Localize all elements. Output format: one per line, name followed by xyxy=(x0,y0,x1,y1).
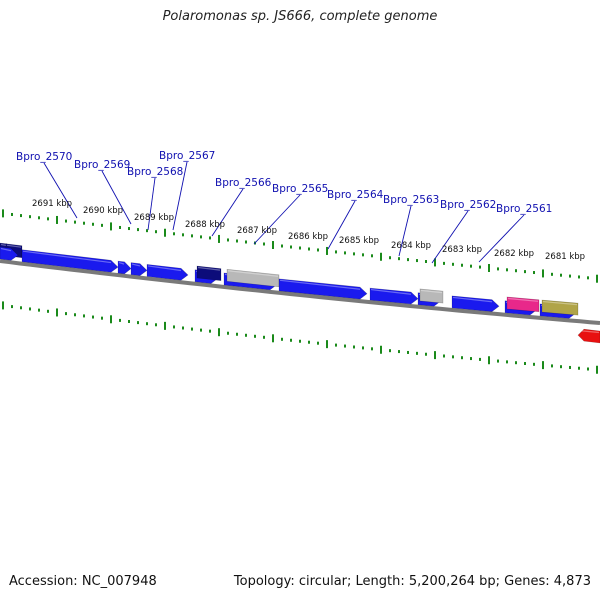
footer-accession: Accession: NC_007948 xyxy=(9,574,157,589)
gene-feature xyxy=(130,262,148,276)
gene-label: Bpro_2567 xyxy=(159,150,215,162)
gene-label: Bpro_2566 xyxy=(215,177,272,189)
label-connector xyxy=(172,161,188,231)
gene-feature xyxy=(451,295,500,312)
kbp-label: 2687 kbp xyxy=(237,226,277,236)
gene-feature xyxy=(419,288,444,304)
label-connectors xyxy=(43,161,525,264)
footer-info: Topology: circular; Length: 5,200,264 bp… xyxy=(233,574,591,589)
feature-highlight xyxy=(22,250,112,264)
gene-feature xyxy=(196,265,222,281)
feature-highlight xyxy=(131,263,141,267)
tick-track-lower xyxy=(2,301,598,374)
feature-highlight xyxy=(227,270,279,277)
gene-feature xyxy=(117,260,132,275)
label-connector xyxy=(327,200,356,250)
kbp-label: 2681 kbp xyxy=(545,252,585,262)
backbone-line xyxy=(0,259,600,325)
label-connector xyxy=(101,170,132,225)
genome-backbone xyxy=(0,259,600,325)
label-connector xyxy=(253,194,301,245)
feature-highlight xyxy=(542,300,578,306)
feature-highlight xyxy=(420,289,443,294)
feature-highlight xyxy=(452,296,493,303)
feature-highlight xyxy=(370,288,412,295)
gene-feature xyxy=(0,246,19,261)
feature-highlight xyxy=(147,265,182,272)
gene-label: Bpro_2563 xyxy=(383,194,439,206)
feature-highlight xyxy=(0,247,12,252)
kbp-label-track: 2691 kbp 2690 kbp 2689 kbp 2688 kbp 2687 kbp… xyxy=(32,199,585,262)
gene-label: Bpro_2568 xyxy=(127,166,183,178)
kbp-label: 2688 kbp xyxy=(185,220,225,230)
gene-label: Bpro_2569 xyxy=(74,159,130,171)
feature-highlight xyxy=(6,244,22,248)
feature-highlight xyxy=(578,330,600,334)
label-connector xyxy=(147,177,156,231)
gene-feature xyxy=(278,278,368,300)
gene-label: Bpro_2564 xyxy=(327,189,384,201)
kbp-label: 2691 kbp xyxy=(32,199,72,209)
gene-feature xyxy=(541,299,579,316)
label-connector xyxy=(211,188,244,237)
gene-label: Bpro_2562 xyxy=(440,199,496,211)
kbp-label: 2689 kbp xyxy=(134,213,174,223)
label-connector xyxy=(431,210,469,264)
gene-feature xyxy=(146,264,189,281)
page-title: Polaromonas sp. JS666, complete genome xyxy=(162,9,438,24)
kbp-label: 2682 kbp xyxy=(494,249,534,259)
tick-track-upper xyxy=(2,209,598,283)
gene-feature xyxy=(21,249,119,273)
feature-track xyxy=(0,242,600,344)
feature-highlight xyxy=(507,297,539,302)
kbp-label: 2690 kbp xyxy=(83,206,123,216)
kbp-label: 2686 kbp xyxy=(288,232,328,242)
feature-highlight xyxy=(118,262,125,265)
feature-highlight xyxy=(0,243,7,246)
kbp-label: 2685 kbp xyxy=(339,236,379,246)
gene-label: Bpro_2561 xyxy=(496,203,552,215)
gene-feature xyxy=(369,287,419,305)
gene-feature xyxy=(506,296,540,313)
label-connector xyxy=(478,214,525,263)
gene-label: Bpro_2570 xyxy=(16,151,72,163)
gene-feature xyxy=(577,328,600,344)
label-connector xyxy=(398,205,412,257)
kbp-label: 2684 kbp xyxy=(391,241,431,251)
feature-highlight xyxy=(197,266,221,271)
label-connector xyxy=(43,162,78,219)
kbp-label: 2683 kbp xyxy=(442,245,482,255)
gene-label: Bpro_2565 xyxy=(272,183,328,195)
feature-highlight xyxy=(279,279,361,290)
